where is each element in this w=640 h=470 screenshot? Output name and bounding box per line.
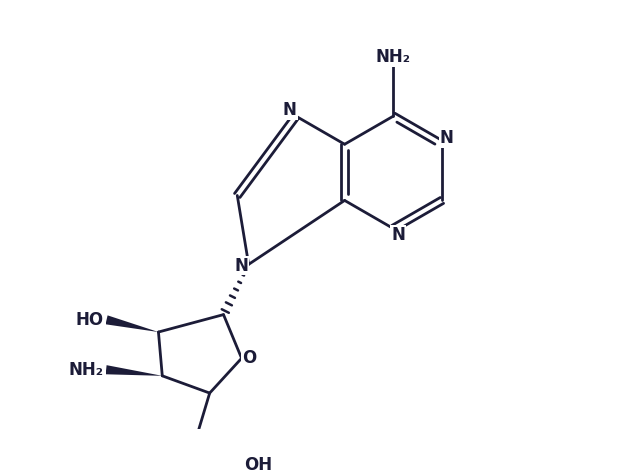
- Text: OH: OH: [244, 456, 273, 470]
- Text: O: O: [242, 349, 256, 367]
- Polygon shape: [106, 315, 159, 332]
- Text: HO: HO: [76, 311, 104, 329]
- Text: NH₂: NH₂: [376, 47, 411, 66]
- Text: N: N: [234, 257, 248, 274]
- Text: N: N: [283, 101, 297, 119]
- Text: N: N: [391, 226, 405, 243]
- Polygon shape: [106, 365, 163, 376]
- Text: N: N: [440, 129, 454, 147]
- Text: NH₂: NH₂: [68, 360, 103, 379]
